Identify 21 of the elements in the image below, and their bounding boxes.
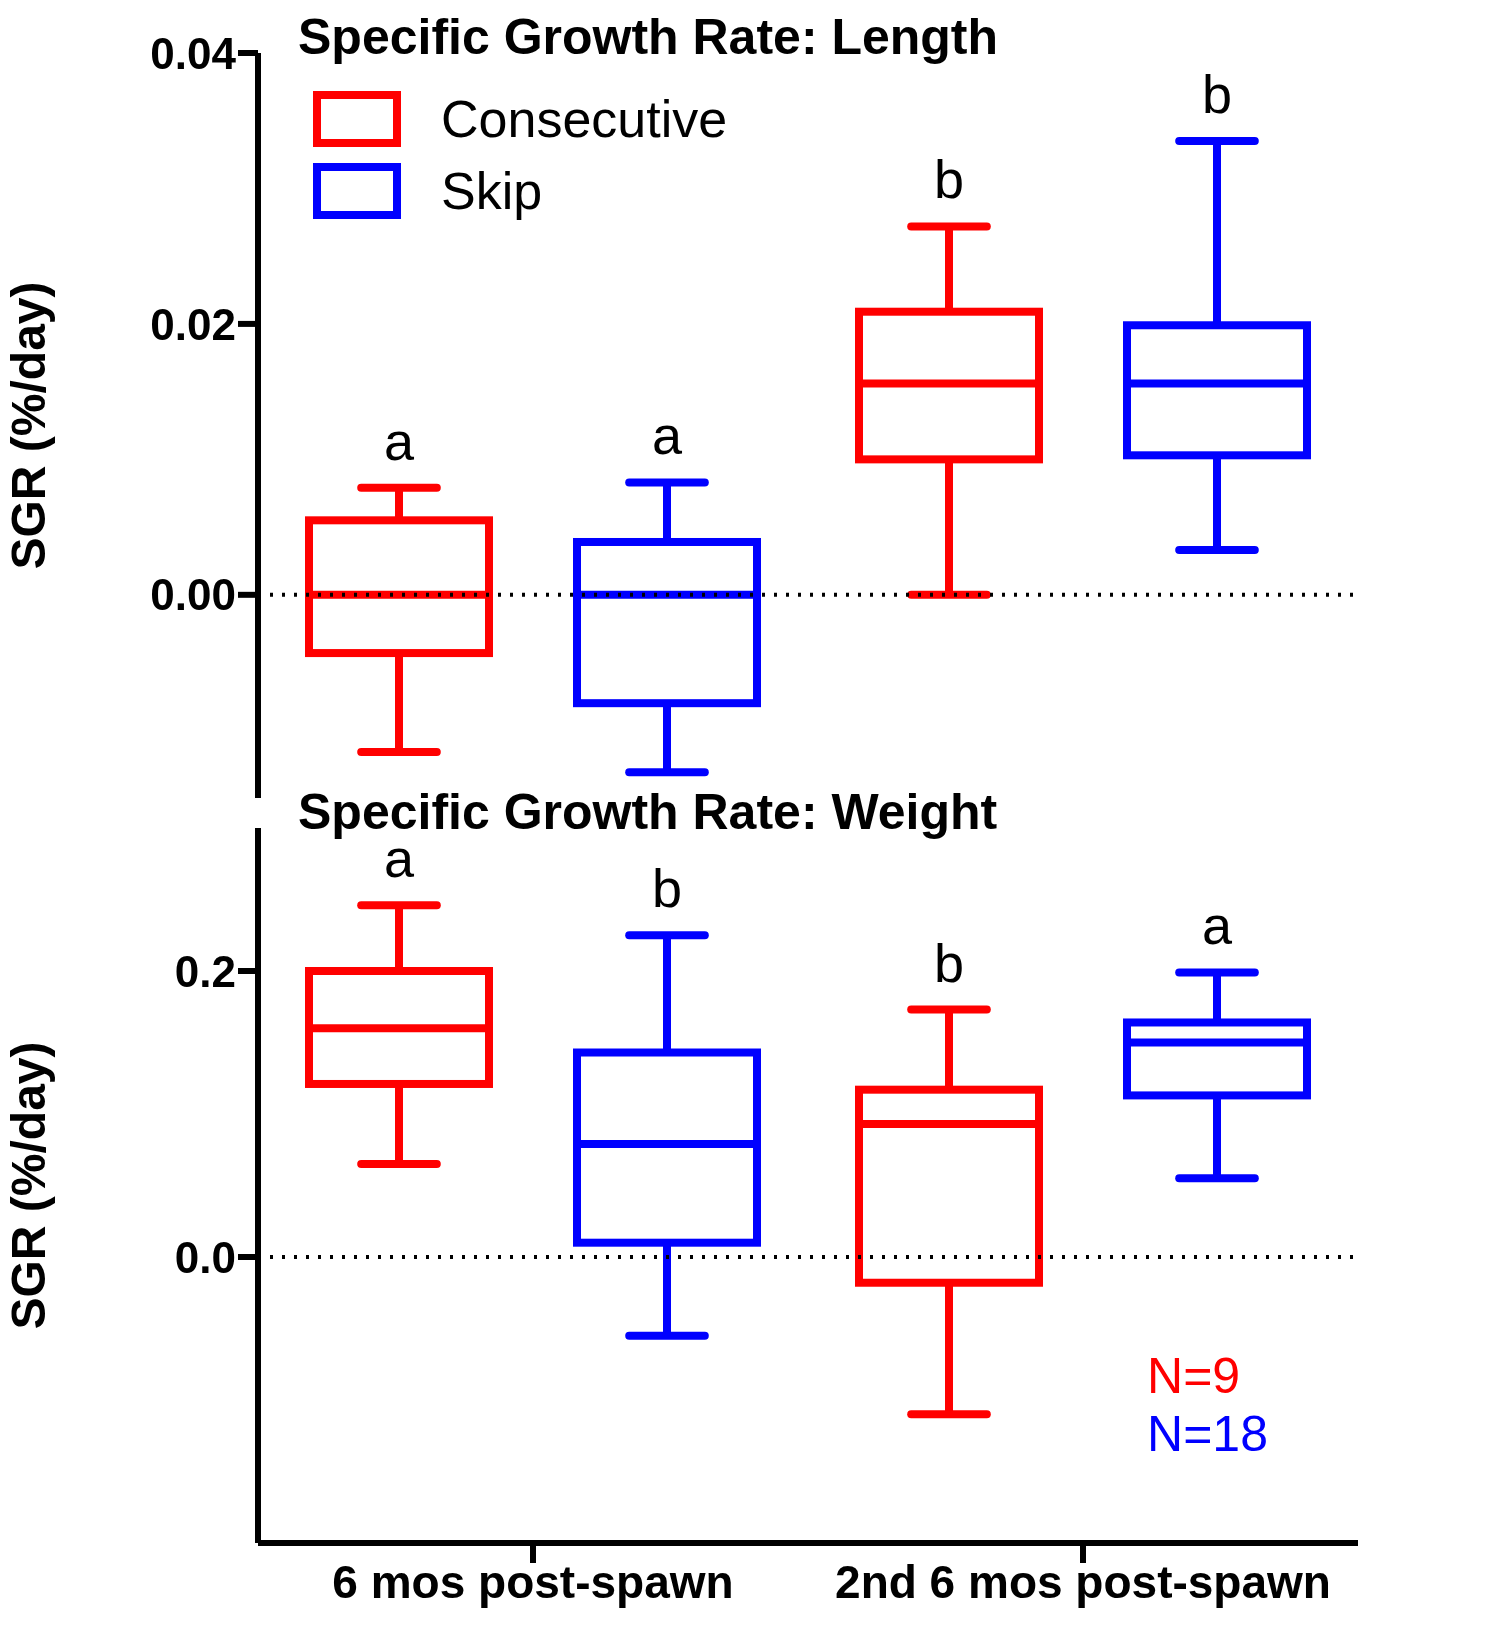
annotation: N=9 [1147, 1347, 1242, 1405]
y-tick-label: 0.2 [174, 946, 236, 996]
legend-label: Skip [441, 161, 543, 221]
chart-title: Specific Growth Rate: Length [298, 8, 999, 66]
y-axis-title: SGR (%/day) [2, 1041, 56, 1330]
y-axis-title: SGR (%/day) [2, 281, 56, 570]
legend-label: Consecutive [441, 89, 728, 149]
text: b [651, 858, 683, 919]
text: b [1201, 64, 1233, 125]
x-tick-label: 6 mos post-spawn [332, 1555, 734, 1608]
x-tick-label: 2nd 6 mos post-spawn [835, 1555, 1331, 1608]
text: b [933, 149, 965, 210]
y-tick-label: 0.0 [174, 1232, 236, 1282]
y-tick-label: 0.02 [150, 299, 236, 349]
text: b [933, 932, 965, 993]
annotation: N=18 [1147, 1405, 1268, 1463]
text: a [651, 405, 683, 466]
text: a [383, 410, 415, 471]
y-tick-label: 0.04 [150, 28, 237, 78]
y-tick-label: 0.00 [150, 570, 236, 620]
text: a [1201, 895, 1233, 956]
